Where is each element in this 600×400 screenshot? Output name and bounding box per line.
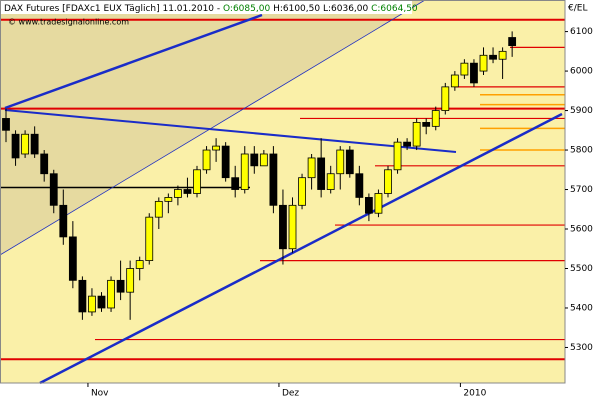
y-tick-label: 5500	[570, 264, 593, 274]
candle-body	[49, 173, 58, 206]
y-tick-label: 5900	[570, 106, 593, 116]
title: DAX Futures [FDAXc1 EUX Täglich] 11.01.2…	[4, 4, 418, 14]
trend-line-thin	[0, 0, 426, 256]
candle-body	[307, 157, 316, 179]
candle-body	[393, 141, 402, 171]
candle-body	[202, 149, 211, 171]
y-tick-label: 5700	[570, 185, 593, 195]
candle-body	[193, 169, 201, 194]
y-tick-label: 5400	[570, 303, 593, 313]
candle-body	[336, 149, 345, 175]
candle-body	[221, 145, 230, 179]
candle-body	[212, 145, 221, 151]
candle-body	[422, 122, 431, 127]
x-tick-label: Nov	[91, 389, 109, 399]
candle-body	[364, 197, 373, 214]
candle-body	[479, 54, 488, 72]
watermark: © www.tradesignalonline.com	[8, 18, 129, 27]
candle-body	[298, 177, 306, 206]
y-tick-label: 5600	[570, 225, 593, 235]
candle-body	[269, 153, 278, 206]
candles	[2, 31, 517, 320]
candle-body	[11, 133, 20, 159]
candle-body	[154, 200, 163, 218]
title-box	[0, 0, 412, 14]
candle-body	[374, 193, 383, 214]
candle-body	[498, 50, 507, 60]
candle-body	[88, 295, 96, 313]
candle-body	[183, 189, 192, 194]
trend-line-falling	[4, 109, 457, 153]
candle-body	[355, 173, 364, 198]
candle-body	[384, 169, 392, 194]
candle-body	[508, 37, 517, 47]
title-text: DAX Futures [FDAXc1 EUX Täglich] 11.01.2…	[4, 4, 220, 14]
candle-body	[231, 177, 240, 190]
candle-body	[259, 153, 268, 167]
candle-body	[489, 54, 497, 60]
candle-body	[107, 279, 115, 309]
candle-body	[145, 216, 154, 261]
candle-body	[40, 153, 49, 175]
candle-body	[68, 236, 77, 281]
y-tick-label: 5800	[570, 146, 593, 156]
levels	[0, 18, 565, 361]
candle-body	[317, 157, 326, 190]
candle-body	[164, 197, 173, 202]
candle-body	[97, 295, 106, 309]
quote-close: C:6064,50	[371, 4, 418, 14]
candle-body	[30, 133, 39, 155]
candle-body	[2, 118, 10, 131]
candle-body	[135, 260, 144, 269]
candle-body	[59, 204, 68, 238]
y-axis-label: €/EL	[568, 4, 587, 14]
candle-body	[450, 74, 459, 88]
trend-line-lower	[39, 112, 563, 385]
trend-line-upper	[4, 13, 263, 110]
y-tick-label: 6100	[570, 27, 593, 37]
candle-body	[441, 86, 450, 111]
x-tick-label: 2010	[463, 389, 486, 399]
candle-body	[470, 62, 478, 84]
plot-border	[0, 0, 566, 384]
candle-body	[250, 153, 259, 167]
candle-body	[21, 133, 30, 155]
quote-low: L:6036,00	[323, 4, 369, 14]
candle-body	[460, 62, 469, 76]
y-tick-label: 5300	[570, 343, 593, 353]
candle-body	[279, 204, 287, 250]
candle-body	[126, 268, 135, 293]
candle-body	[412, 122, 421, 147]
candle-body	[173, 189, 182, 198]
candle-body	[116, 279, 125, 293]
quote-high: H:6100,50	[273, 4, 320, 14]
candle-body	[326, 173, 335, 190]
candle-body	[240, 153, 249, 190]
y-tick-label: 6000	[570, 67, 593, 77]
candle-body	[345, 149, 354, 175]
x-tick-label: Dez	[282, 389, 299, 399]
candle-body	[403, 141, 412, 147]
candle-body	[431, 110, 440, 127]
quote-open: O:6085,00	[223, 4, 270, 14]
candle-body	[288, 204, 297, 250]
candle-body	[78, 279, 87, 313]
